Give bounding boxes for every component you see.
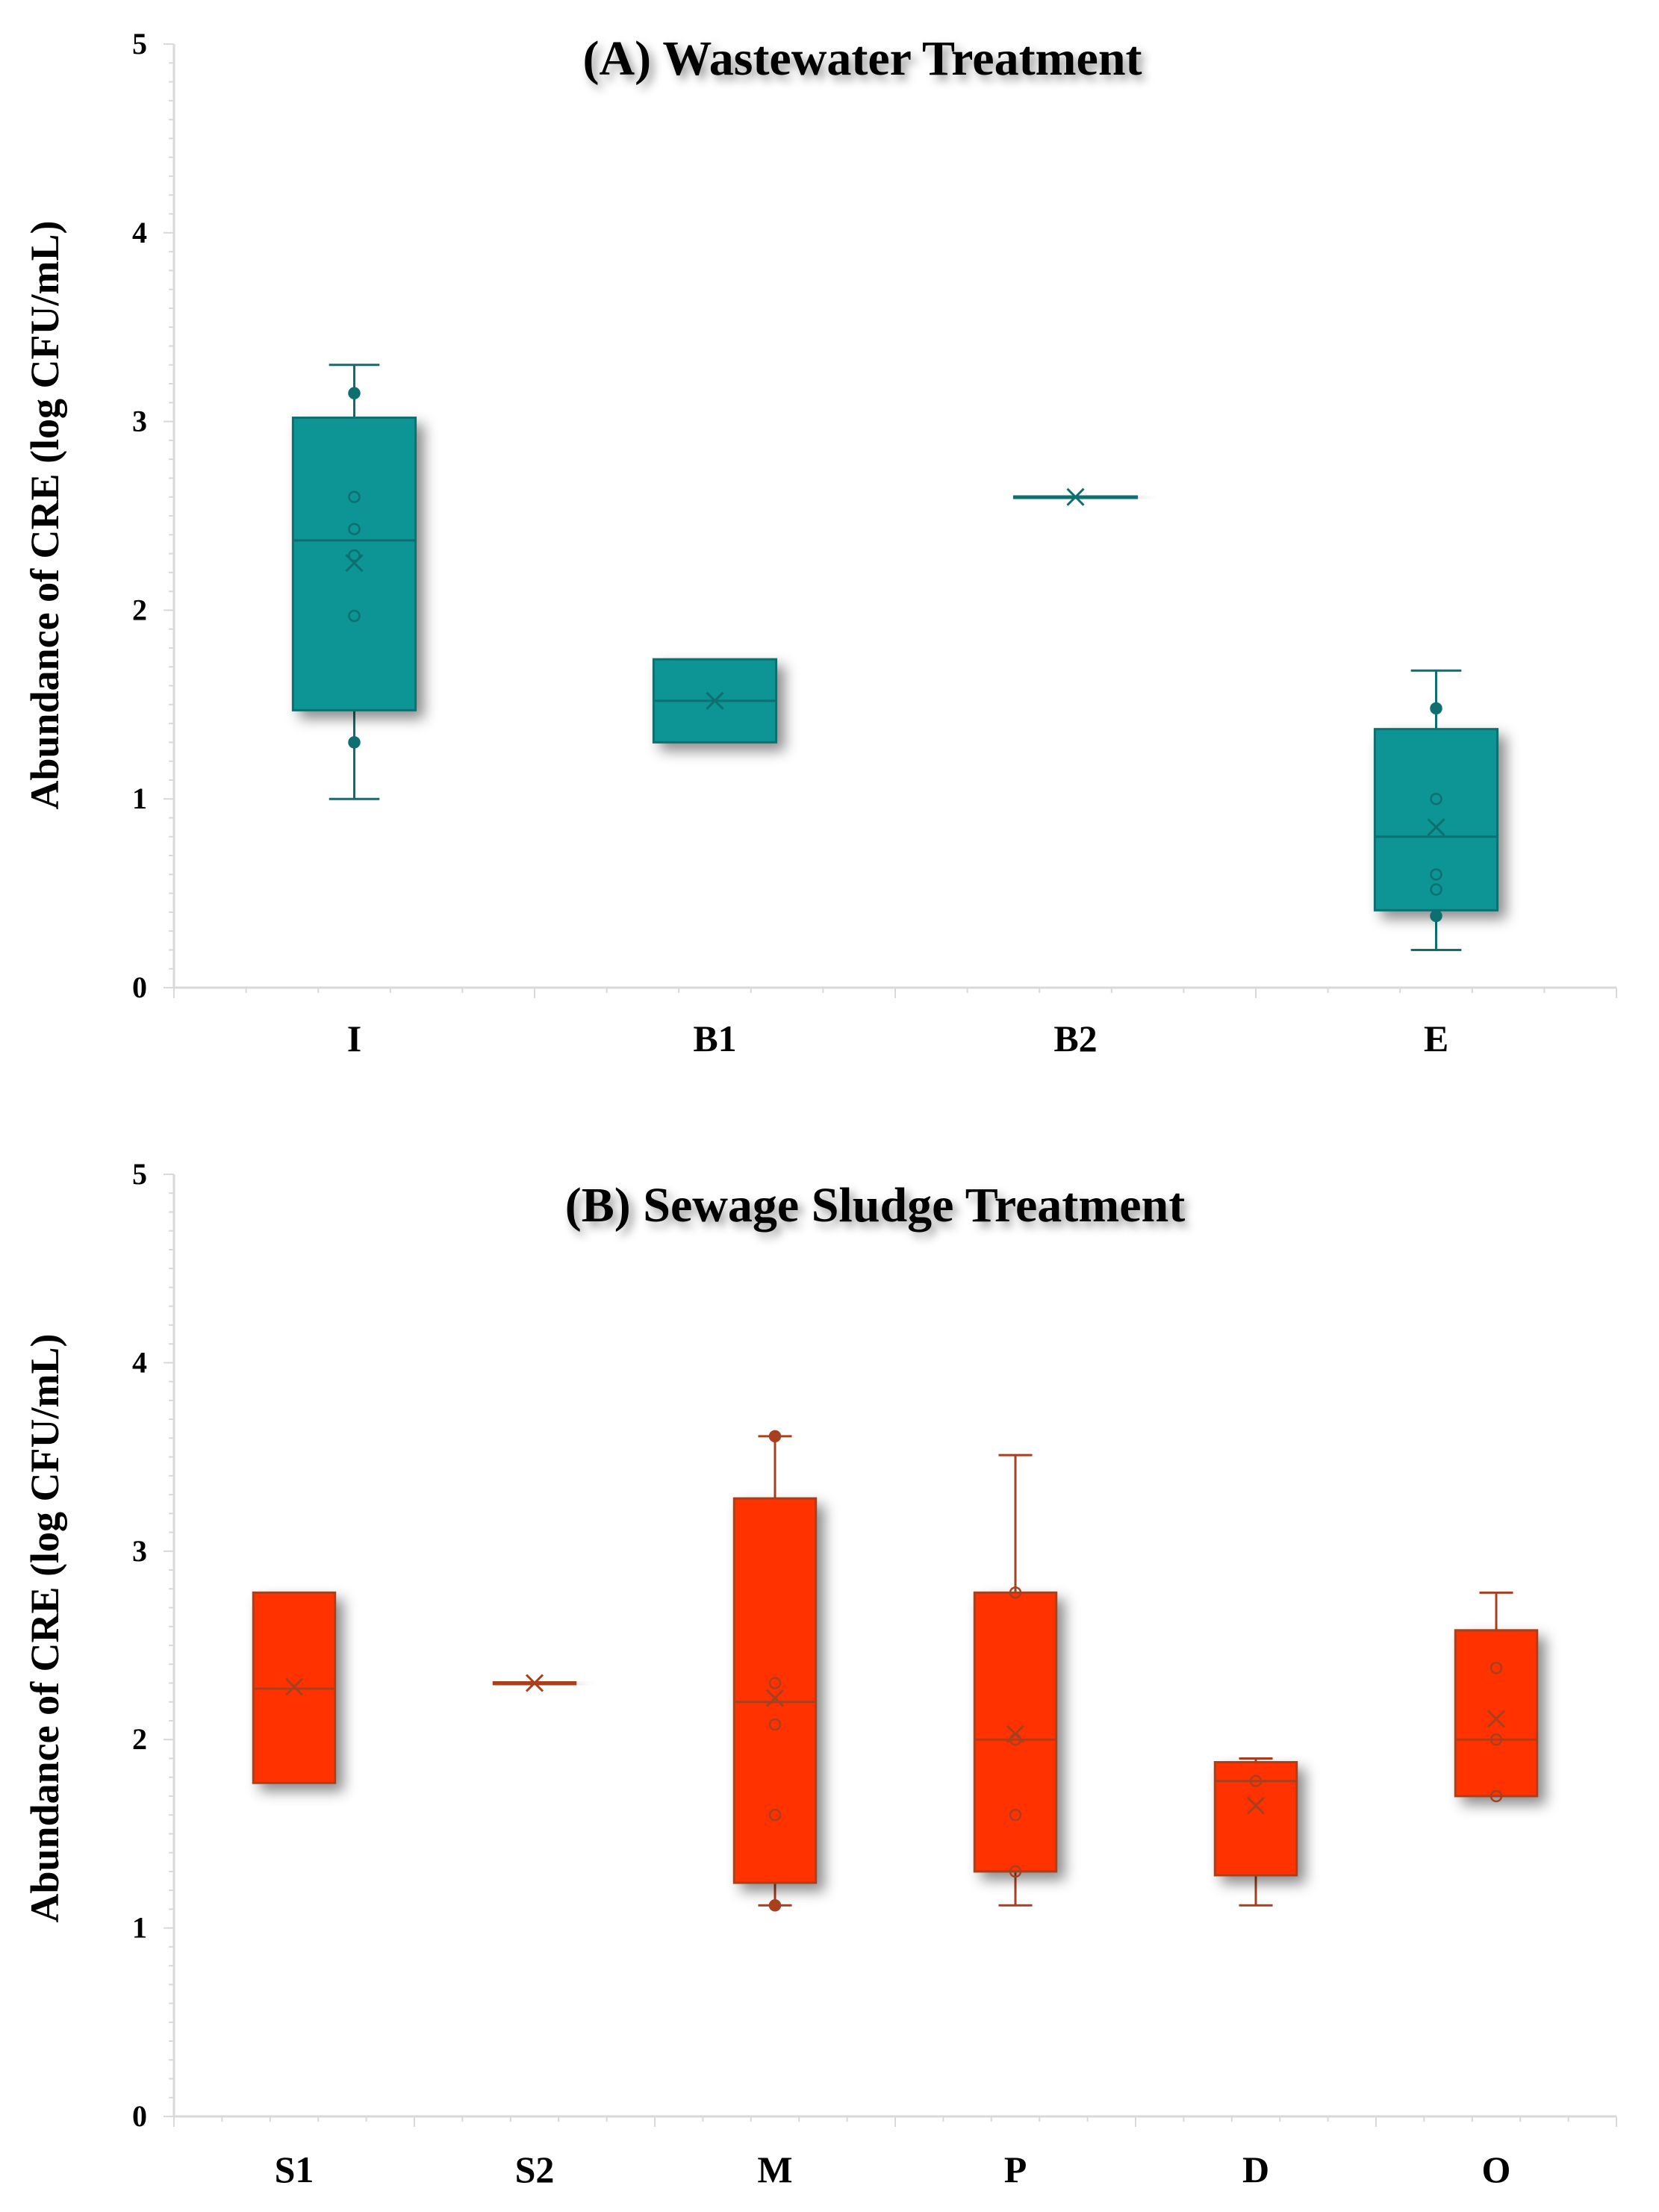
iqr-box (973, 1591, 1058, 1873)
category-label: O (1482, 2149, 1511, 2190)
category-label: I (347, 1018, 361, 1059)
data-point (1009, 1586, 1022, 1599)
chart-title: (A) Wastewater Treatment (582, 31, 1142, 86)
mean-marker (765, 1689, 785, 1707)
data-point (768, 1808, 782, 1822)
mean-marker (1066, 487, 1085, 506)
category-label: E (1424, 1018, 1448, 1059)
chart-title: (B) Sewage Sludge Treatment (565, 1178, 1185, 1233)
box-S2 (492, 1674, 577, 1692)
mean-marker (1246, 1796, 1266, 1815)
y-tick-label: 4 (132, 216, 147, 249)
y-tick-label: 2 (132, 1722, 147, 1756)
y-tick-label: 1 (132, 1911, 147, 1945)
box-B1 (652, 658, 778, 744)
category-label: B1 (693, 1018, 736, 1059)
box-P (973, 1454, 1058, 1907)
data-point (348, 387, 361, 399)
iqr-box (1213, 1760, 1298, 1877)
data-point (768, 1677, 782, 1689)
box-B2 (1012, 487, 1139, 506)
data-point (1430, 702, 1442, 715)
data-point (1430, 868, 1442, 881)
category-label: D (1242, 2149, 1269, 2190)
data-point (768, 1430, 782, 1443)
iqr-box (1454, 1629, 1539, 1798)
mean-marker (1487, 1710, 1506, 1728)
category-label: S1 (275, 2149, 314, 2190)
mean-marker (345, 554, 364, 573)
box-E (1373, 669, 1499, 951)
chart-panel-a: 0 1 2 3 4 5 I B1 B2 E (A) Wastewater Treatment Abun… (22, 27, 1617, 1059)
data-point (348, 609, 361, 623)
box-D (1213, 1757, 1298, 1907)
data-point (1490, 1733, 1503, 1746)
data-point (348, 490, 361, 503)
mean-marker (284, 1677, 304, 1696)
category-label: S2 (515, 2149, 555, 2190)
mean-marker (1427, 818, 1445, 837)
y-tick-label: 3 (132, 405, 147, 438)
box-I (291, 364, 417, 800)
category-label: M (757, 2149, 792, 2190)
category-label: P (1004, 2149, 1027, 2190)
data-point (1009, 1808, 1022, 1822)
y-axis-label: Abundance of CRE (log CFU/mL) (22, 1333, 67, 1922)
iqr-box (732, 1497, 818, 1884)
data-point (1249, 1775, 1263, 1787)
y-tick-label: 1 (132, 782, 147, 815)
y-tick-label: 4 (132, 1345, 147, 1379)
category-label: B2 (1053, 1018, 1097, 1059)
mean-marker (706, 691, 724, 710)
data-point (348, 523, 361, 535)
mean-marker (1006, 1725, 1025, 1743)
chart-b: 0 1 2 3 4 5 S1 S2 M P D O (B) Sewage Sludge Treatmen… (22, 1157, 1617, 2190)
iqr-box (1373, 728, 1499, 912)
data-point (1430, 883, 1442, 896)
y-tick-label: 5 (132, 1157, 147, 1191)
y-tick-label: 3 (132, 1534, 147, 1568)
data-point (348, 736, 361, 749)
box-O (1454, 1591, 1539, 1803)
data-point (1009, 1865, 1022, 1878)
box-S1 (252, 1591, 337, 1784)
y-axis-label: Abundance of CRE (log CFU/mL) (22, 220, 67, 809)
y-tick-label: 0 (132, 2099, 147, 2133)
data-point (1430, 909, 1442, 923)
data-point (768, 1899, 782, 1912)
y-tick-label: 2 (132, 593, 147, 626)
data-point (1430, 792, 1442, 806)
y-tick-label: 0 (132, 971, 147, 1004)
data-point (348, 549, 361, 562)
data-point (1490, 1662, 1503, 1674)
mean-marker (525, 1674, 544, 1692)
chart-a: 0 1 2 3 4 5 I B1 B2 E (A) Wastewater Treatment Abun… (22, 27, 1617, 1059)
data-point (1490, 1789, 1503, 1803)
box-M (732, 1430, 818, 1912)
data-point (768, 1718, 782, 1731)
y-tick-label: 5 (132, 27, 147, 60)
chart-panel-b: 0 1 2 3 4 5 S1 S2 M P D O (B) Sewage Sludge Treatmen… (0, 1106, 1659, 2212)
